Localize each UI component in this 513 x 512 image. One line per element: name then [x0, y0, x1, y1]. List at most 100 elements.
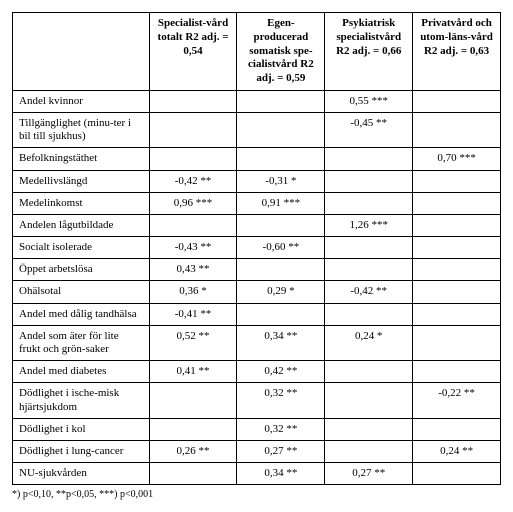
cell-value	[413, 170, 501, 192]
table-header: Specialist-vård totalt R2 adj. = 0,54 Eg…	[13, 13, 501, 91]
cell-value	[325, 170, 413, 192]
cell-value	[237, 90, 325, 112]
cell-value: 0,24 **	[413, 440, 501, 462]
cell-value: -0,22 **	[413, 383, 501, 418]
cell-value	[237, 112, 325, 147]
table-row: Andel kvinnor 0,55 ***	[13, 90, 501, 112]
row-label: NU-sjukvården	[13, 463, 150, 485]
cell-value: 0,42 **	[237, 361, 325, 383]
row-label: Medelinkomst	[13, 192, 150, 214]
cell-value	[325, 303, 413, 325]
table-row: Andel med dålig tandhälsa-0,41 **	[13, 303, 501, 325]
table-body: Andel kvinnor 0,55 ***Tillgänglighet (min…	[13, 90, 501, 485]
cell-value	[413, 90, 501, 112]
table-row: Medellivslängd-0,42 **-0,31 *	[13, 170, 501, 192]
cell-value: -0,43 **	[149, 237, 237, 259]
row-label: Andel med dålig tandhälsa	[13, 303, 150, 325]
cell-value: 0,32 **	[237, 418, 325, 440]
cell-value: -0,42 **	[325, 281, 413, 303]
cell-value	[413, 361, 501, 383]
cell-value	[237, 148, 325, 170]
row-label: Dödlighet i ische-misk hjärtsjukdom	[13, 383, 150, 418]
cell-value	[149, 148, 237, 170]
row-label: Andel som äter för lite frukt och grön-s…	[13, 325, 150, 360]
cell-value	[325, 192, 413, 214]
col-header-privatvard: Privatvård och utom-läns-vård R2 adj. = …	[413, 13, 501, 91]
cell-value: 0,36 *	[149, 281, 237, 303]
row-label: Ohälsotal	[13, 281, 150, 303]
cell-value	[149, 418, 237, 440]
row-label: Andel kvinnor	[13, 90, 150, 112]
cell-value: -0,60 **	[237, 237, 325, 259]
regression-table: Specialist-vård totalt R2 adj. = 0,54 Eg…	[12, 12, 501, 485]
cell-value	[237, 259, 325, 281]
cell-value: 0,41 **	[149, 361, 237, 383]
cell-value: 0,52 **	[149, 325, 237, 360]
table-row: Öppet arbetslösa0,43 **	[13, 259, 501, 281]
cell-value: 0,43 **	[149, 259, 237, 281]
cell-value	[325, 361, 413, 383]
table-row: Dödlighet i kol 0,32 **	[13, 418, 501, 440]
cell-value	[149, 463, 237, 485]
table-row: Andelen lågutbildade 1,26 ***	[13, 214, 501, 236]
cell-value: 0,32 **	[237, 383, 325, 418]
table-row: Socialt isolerade-0,43 **-0,60 **	[13, 237, 501, 259]
row-label: Andel med diabetes	[13, 361, 150, 383]
cell-value: 0,26 **	[149, 440, 237, 462]
cell-value: 0,91 ***	[237, 192, 325, 214]
table-row: Befolkningstäthet 0,70 ***	[13, 148, 501, 170]
cell-value: 0,27 **	[325, 463, 413, 485]
cell-value: -0,45 **	[325, 112, 413, 147]
cell-value	[413, 281, 501, 303]
cell-value	[413, 237, 501, 259]
table-row: Andel med diabetes0,41 **0,42 **	[13, 361, 501, 383]
cell-value	[325, 148, 413, 170]
table-row: Medelinkomst0,96 ***0,91 ***	[13, 192, 501, 214]
row-label: Andelen lågutbildade	[13, 214, 150, 236]
cell-value	[413, 112, 501, 147]
cell-value	[413, 259, 501, 281]
cell-value	[413, 192, 501, 214]
table-row: Dödlighet i lung-cancer0,26 **0,27 **0,2…	[13, 440, 501, 462]
cell-value	[237, 303, 325, 325]
cell-value	[325, 383, 413, 418]
cell-value	[325, 259, 413, 281]
row-label: Socialt isolerade	[13, 237, 150, 259]
col-header-specialist-total: Specialist-vård totalt R2 adj. = 0,54	[149, 13, 237, 91]
table-row: Ohälsotal0,36 *0,29 *-0,42 **	[13, 281, 501, 303]
table-row: NU-sjukvården 0,34 **0,27 **	[13, 463, 501, 485]
cell-value: 0,34 **	[237, 325, 325, 360]
row-label: Dödlighet i kol	[13, 418, 150, 440]
cell-value: -0,42 **	[149, 170, 237, 192]
footnote: *) p<0,10, **p<0,05, ***) p<0,001	[12, 489, 501, 500]
row-label: Befolkningstäthet	[13, 148, 150, 170]
table-row: Tillgänglighet (minu-ter i bil till sjuk…	[13, 112, 501, 147]
cell-value: -0,41 **	[149, 303, 237, 325]
row-label: Medellivslängd	[13, 170, 150, 192]
cell-value	[149, 90, 237, 112]
cell-value: 0,55 ***	[325, 90, 413, 112]
cell-value: 0,29 *	[237, 281, 325, 303]
cell-value: -0,31 *	[237, 170, 325, 192]
cell-value	[149, 214, 237, 236]
cell-value	[413, 214, 501, 236]
cell-value: 0,70 ***	[413, 148, 501, 170]
cell-value: 0,96 ***	[149, 192, 237, 214]
cell-value	[325, 440, 413, 462]
col-header-blank	[13, 13, 150, 91]
cell-value	[149, 383, 237, 418]
cell-value	[413, 325, 501, 360]
cell-value	[149, 112, 237, 147]
cell-value	[413, 303, 501, 325]
table-row: Dödlighet i ische-misk hjärtsjukdom 0,32 …	[13, 383, 501, 418]
row-label: Öppet arbetslösa	[13, 259, 150, 281]
cell-value	[325, 418, 413, 440]
col-header-egenproducerad: Egen-producerad somatisk spe-cialistvård…	[237, 13, 325, 91]
cell-value	[237, 214, 325, 236]
col-header-psykiatrisk: Psykiatrisk specialistvård R2 adj. = 0,6…	[325, 13, 413, 91]
cell-value	[413, 418, 501, 440]
cell-value: 0,34 **	[237, 463, 325, 485]
row-label: Dödlighet i lung-cancer	[13, 440, 150, 462]
cell-value	[413, 463, 501, 485]
cell-value: 1,26 ***	[325, 214, 413, 236]
